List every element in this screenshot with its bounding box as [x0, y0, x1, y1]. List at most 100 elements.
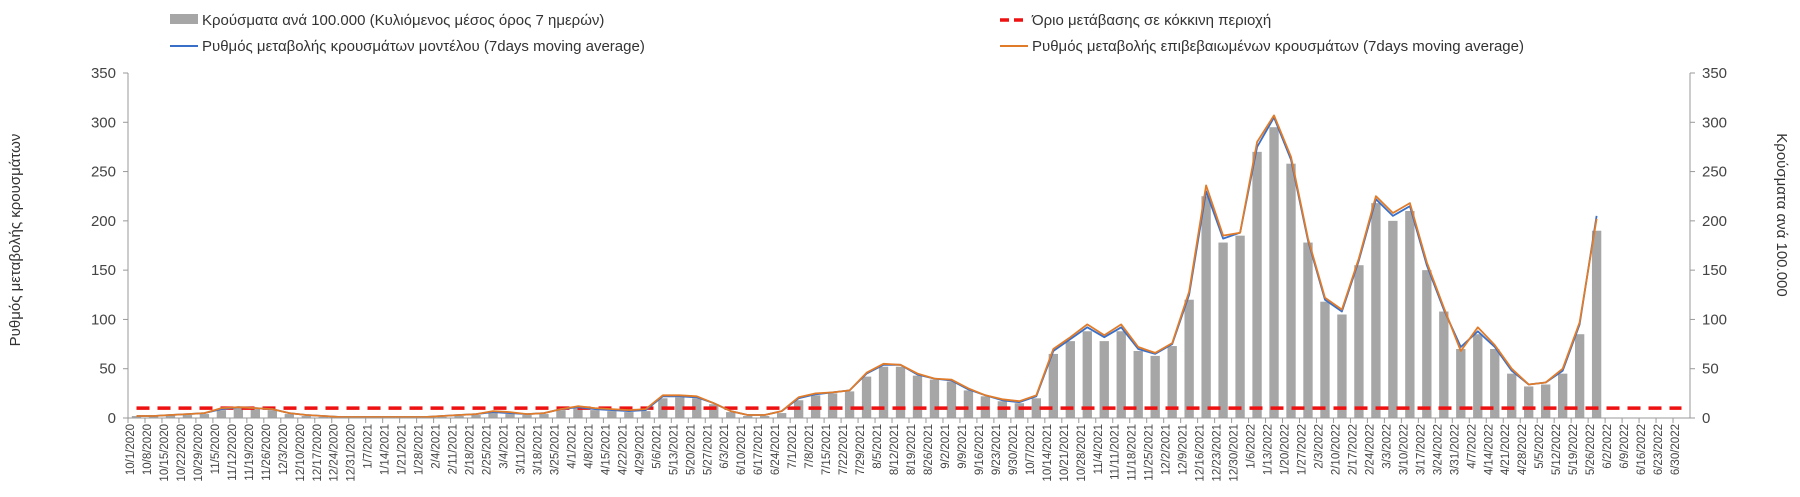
y-axis-left-label: Ρυθμός μεταβολής κρουσμάτων — [7, 134, 24, 347]
bar — [1524, 386, 1534, 418]
bar — [1286, 163, 1296, 418]
x-tick-label: 4/28/2022 — [1517, 424, 1529, 475]
x-tick-label: 12/31/2020 — [346, 424, 358, 482]
bar — [505, 414, 515, 418]
x-tick-label: 11/18/2021 — [1127, 424, 1139, 481]
x-tick-label: 10/15/2020 — [159, 424, 171, 482]
x-tick-label: 6/17/2021 — [753, 424, 765, 475]
bar — [488, 413, 498, 418]
bar — [844, 391, 855, 418]
x-tick-label: 7/8/2021 — [804, 424, 816, 469]
x-tick-label: 1/6/2022 — [1246, 424, 1258, 469]
x-tick-label: 5/13/2021 — [668, 424, 680, 475]
x-tick-label: 2/11/2021 — [448, 424, 460, 474]
y-left-tick-label: 200 — [91, 213, 116, 230]
x-tick-label: 11/5/2020 — [210, 424, 222, 474]
x-tick-label: 11/11/2021 — [1110, 424, 1122, 480]
bar — [1507, 373, 1517, 418]
x-tick-label: 10/7/2021 — [1025, 424, 1037, 475]
bar — [182, 415, 193, 418]
legend-label: Όριο μετάβασης σε κόκκινη περιοχή — [1031, 12, 1271, 29]
x-tick-label: 3/24/2022 — [1432, 424, 1444, 475]
x-tick-label: 8/12/2021 — [889, 424, 901, 475]
x-tick-label: 5/27/2021 — [702, 424, 714, 475]
x-tick-label: 6/10/2021 — [736, 424, 748, 475]
x-tick-label: 12/10/2020 — [295, 424, 307, 482]
y-right-tick-label: 150 — [1702, 262, 1727, 279]
x-tick-label: 6/9/2022 — [1619, 424, 1631, 469]
x-tick-label: 2/24/2022 — [1364, 424, 1376, 475]
x-tick-label: 3/18/2021 — [532, 424, 544, 475]
bar — [1388, 220, 1398, 418]
x-tick-label: 2/10/2022 — [1330, 424, 1342, 475]
bar — [1116, 331, 1126, 418]
x-tick-label: 1/20/2022 — [1280, 424, 1292, 475]
bar — [743, 416, 753, 418]
bar — [895, 366, 906, 418]
x-tick-label: 1/14/2021 — [380, 424, 392, 475]
y-left-tick-label: 0 — [108, 410, 116, 427]
bar — [1337, 314, 1347, 418]
x-tick-label: 2/4/2021 — [431, 424, 443, 469]
bar — [1048, 353, 1058, 418]
bar — [284, 414, 294, 418]
bar — [539, 414, 549, 418]
x-tick-label: 1/28/2021 — [414, 424, 426, 475]
bar — [1031, 398, 1042, 418]
bar — [1557, 373, 1568, 418]
x-tick-label: 4/14/2022 — [1483, 424, 1495, 475]
x-tick-label: 1/27/2022 — [1297, 424, 1309, 475]
x-tick-label: 11/25/2021 — [1144, 424, 1156, 481]
x-tick-label: 6/30/2022 — [1670, 424, 1682, 475]
series-line-3 — [136, 114, 1598, 418]
bar — [165, 415, 176, 418]
bar — [471, 415, 481, 418]
bar — [199, 414, 210, 418]
y-left-tick-label: 100 — [91, 311, 116, 328]
x-tick-label: 9/23/2021 — [991, 424, 1003, 475]
x-tick-label: 3/17/2022 — [1415, 424, 1427, 475]
x-tick-label: 1/21/2021 — [397, 424, 409, 475]
bar — [1541, 384, 1551, 418]
bar — [692, 398, 702, 418]
bar — [1252, 151, 1262, 418]
x-tick-label: 11/12/2020 — [227, 424, 239, 481]
x-tick-label: 12/24/2020 — [329, 424, 341, 482]
legend-label: Ρυθμός μεταβολής επιβεβαιωμένων κρουσμάτ… — [1032, 38, 1524, 55]
bar — [233, 408, 244, 418]
bar — [250, 409, 261, 418]
x-tick-label: 12/2/2021 — [1161, 424, 1173, 475]
bar — [573, 408, 583, 418]
x-tick-label: 3/11/2021 — [516, 424, 528, 474]
y-right-tick-label: 200 — [1702, 213, 1727, 230]
x-tick-label: 2/18/2021 — [465, 424, 477, 475]
x-tick-label: 6/3/2021 — [719, 424, 731, 469]
bar — [1320, 301, 1330, 418]
x-tick-label: 5/5/2022 — [1534, 424, 1546, 469]
legend-item: Κρούσματα ανά 100.000 (Κυλιόμενος μέσος … — [170, 12, 604, 29]
x-tick-label: 5/26/2022 — [1585, 424, 1597, 475]
x-tick-label: 7/29/2021 — [855, 424, 867, 475]
x-tick-label: 12/23/2021 — [1212, 424, 1224, 482]
bar — [1591, 230, 1602, 418]
bar — [216, 410, 227, 418]
bar — [1065, 341, 1075, 418]
x-axis: 10/1/2020 10/8/2020 10/15/2020 10/22/2020 10… — [125, 417, 1690, 482]
x-tick-label: 12/17/2020 — [312, 424, 324, 482]
y-axis-left: 0 50 100 150 200 250 300 350 — [91, 65, 129, 427]
x-tick-label: 10/22/2020 — [176, 424, 188, 482]
x-tick-label: 8/19/2021 — [906, 424, 918, 475]
x-tick-label: 1/13/2022 — [1263, 424, 1275, 475]
bar — [454, 416, 464, 418]
bar — [1422, 270, 1432, 418]
x-tick-label: 11/4/2021 — [1093, 424, 1105, 474]
x-tick-label: 4/22/2021 — [617, 424, 629, 475]
bar — [946, 381, 957, 418]
bar — [1269, 127, 1279, 418]
bar — [301, 416, 311, 418]
x-tick-label: 3/4/2021 — [499, 424, 511, 469]
legend: Κρούσματα ανά 100.000 (Κυλιόμενος μέσος … — [170, 12, 1524, 55]
x-tick-label: 7/1/2021 — [787, 424, 799, 469]
y-axis-right-label: Κρούσματα ανά 100.000 — [1773, 133, 1790, 296]
